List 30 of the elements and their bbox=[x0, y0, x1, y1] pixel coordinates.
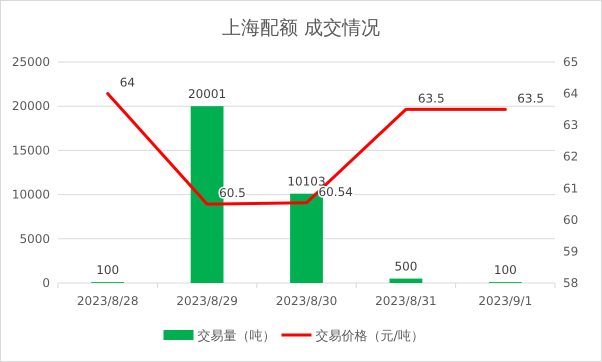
y-tick-label: 15000 bbox=[12, 143, 50, 158]
data-label: 20001 bbox=[188, 87, 226, 102]
x-tick-label: 2023/8/31 bbox=[375, 294, 437, 308]
y2-tick-label: 61 bbox=[563, 181, 578, 196]
x-tick-label: 2023/8/29 bbox=[176, 294, 238, 308]
y2-tick-label: 60 bbox=[563, 212, 578, 227]
y-tick-label: 10000 bbox=[12, 188, 50, 202]
y-tick-label: 0 bbox=[42, 276, 50, 290]
y-tick-label: 5000 bbox=[19, 232, 50, 246]
y-tick-label: 25000 bbox=[12, 55, 50, 69]
data-label: 500 bbox=[394, 260, 418, 274]
y2-tick-label: 65 bbox=[563, 55, 578, 69]
y2-tick-label: 62 bbox=[563, 150, 578, 164]
data-label: 100 bbox=[96, 263, 120, 278]
data-label: 64 bbox=[120, 76, 135, 90]
y2-tick-label: 63 bbox=[563, 118, 578, 132]
legend-label: 交易价格（元/吨） bbox=[316, 328, 424, 344]
y-tick-label: 20000 bbox=[12, 99, 50, 114]
y2-tick-label: 64 bbox=[563, 86, 578, 101]
chart-title: 上海配额 成交情况 bbox=[222, 17, 380, 39]
x-tick-label: 2023/9/1 bbox=[478, 294, 532, 308]
x-tick-label: 2023/8/30 bbox=[276, 294, 338, 308]
y2-tick-label: 59 bbox=[563, 244, 578, 258]
data-label: 63.5 bbox=[517, 91, 544, 106]
data-label: 100 bbox=[494, 263, 517, 278]
bar bbox=[390, 278, 422, 283]
x-tick-label: 2023/8/28 bbox=[76, 294, 138, 308]
data-label: 63.5 bbox=[418, 91, 445, 106]
y2-tick-label: 58 bbox=[563, 276, 578, 290]
legend-label: 交易量（吨） bbox=[198, 328, 276, 344]
